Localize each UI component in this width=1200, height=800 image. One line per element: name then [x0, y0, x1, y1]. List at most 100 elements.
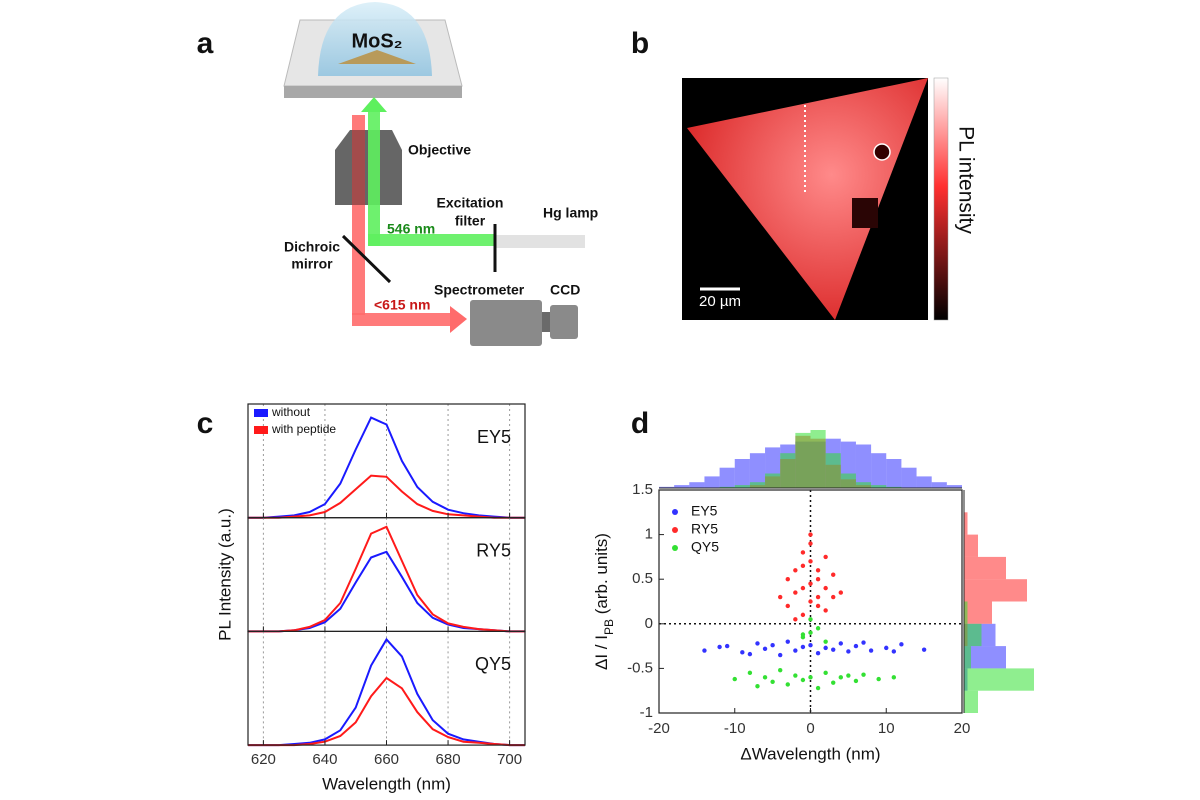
flake	[687, 78, 928, 320]
point	[815, 651, 821, 656]
defect	[873, 143, 891, 161]
point	[838, 641, 843, 646]
y-axis-label-part: ΔI / I	[592, 635, 611, 670]
y-axis-label-part: PB	[602, 619, 616, 635]
legend-swatch	[254, 409, 268, 417]
hist-bar	[901, 467, 917, 488]
hist-bar	[840, 473, 856, 488]
hist-bar	[886, 486, 902, 488]
x-tick-label: -20	[648, 720, 670, 737]
spectrum	[248, 416, 525, 519]
hist-bar	[674, 485, 690, 488]
hist-bar	[719, 467, 735, 488]
point	[808, 599, 813, 604]
hist-bar	[964, 534, 978, 557]
point	[770, 679, 775, 684]
point	[831, 594, 836, 600]
y-axis-label-part: (arb. units)	[592, 533, 611, 619]
point	[770, 643, 775, 648]
point	[831, 572, 836, 577]
point	[724, 643, 730, 649]
ccd	[550, 305, 578, 339]
lamp-beam	[495, 235, 585, 248]
hist-bar	[704, 476, 720, 488]
point	[884, 645, 889, 651]
point	[755, 641, 760, 646]
hist-bar	[964, 601, 968, 624]
green-beam	[368, 108, 380, 246]
point	[785, 577, 790, 582]
point	[800, 550, 806, 555]
point	[853, 678, 859, 684]
x-tick-label: 660	[374, 751, 399, 768]
point	[808, 532, 813, 537]
point	[876, 676, 881, 682]
point	[815, 568, 821, 573]
hist-bar	[780, 453, 796, 488]
point	[823, 585, 828, 591]
x-axis-label: Wavelength (nm)	[322, 775, 451, 794]
point	[793, 648, 798, 653]
point	[732, 676, 737, 682]
hist-bar	[964, 579, 1027, 602]
point	[815, 594, 821, 600]
y-tick-label: 0.5	[632, 570, 653, 587]
substrate-edge	[284, 86, 462, 98]
x-tick-label: -10	[724, 720, 746, 737]
legend-marker	[672, 509, 678, 515]
point	[808, 559, 813, 564]
point	[808, 617, 813, 622]
y-tick-label: 0	[645, 615, 653, 632]
x-tick-label: 640	[312, 751, 337, 768]
panel-tag: QY5	[475, 654, 511, 674]
point	[785, 639, 790, 644]
sample-label: MoS₂	[351, 30, 402, 52]
label: Spectrometer	[434, 282, 525, 298]
hist-bar	[749, 482, 766, 488]
hist-bar	[964, 668, 1034, 691]
hist-bar	[964, 623, 982, 647]
defect	[852, 198, 878, 228]
label: Hg lamp	[543, 205, 598, 221]
hist-bar	[734, 459, 750, 488]
label: <615 nm	[374, 297, 430, 313]
point	[808, 630, 813, 635]
point	[747, 651, 753, 657]
droplet	[318, 2, 432, 76]
point	[823, 639, 828, 644]
x-tick-label: 620	[251, 751, 276, 768]
point	[891, 675, 897, 680]
point	[861, 640, 866, 645]
point	[853, 643, 859, 649]
point	[785, 682, 790, 687]
legend-label: QY5	[691, 539, 719, 555]
point	[800, 563, 806, 569]
hist-bar	[964, 646, 971, 669]
hist-bar	[946, 485, 962, 488]
point	[702, 648, 707, 653]
point	[838, 590, 843, 595]
legend-label: with peptide	[271, 422, 336, 436]
legend-swatch	[254, 426, 268, 434]
point	[800, 585, 806, 591]
scale-label: 20 µm	[699, 293, 741, 310]
y-tick-label: 1	[645, 526, 653, 543]
hist-bar	[964, 690, 978, 713]
pl-image: b 20 µm PL intensity	[631, 27, 977, 321]
connector	[542, 312, 550, 332]
label: CCD	[550, 282, 580, 298]
point	[747, 670, 753, 676]
point	[717, 644, 722, 650]
point	[838, 675, 843, 680]
hist-bar	[659, 486, 675, 488]
y-axis-label: ΔI / IPB (arb. units)	[592, 533, 616, 670]
point	[921, 647, 927, 652]
hist-bar	[825, 453, 841, 488]
legend-marker	[672, 545, 678, 551]
x-axis-label: ΔWavelength (nm)	[740, 744, 880, 763]
x-tick-label: 700	[497, 751, 522, 768]
hist-bar	[916, 476, 932, 488]
point	[868, 648, 874, 653]
